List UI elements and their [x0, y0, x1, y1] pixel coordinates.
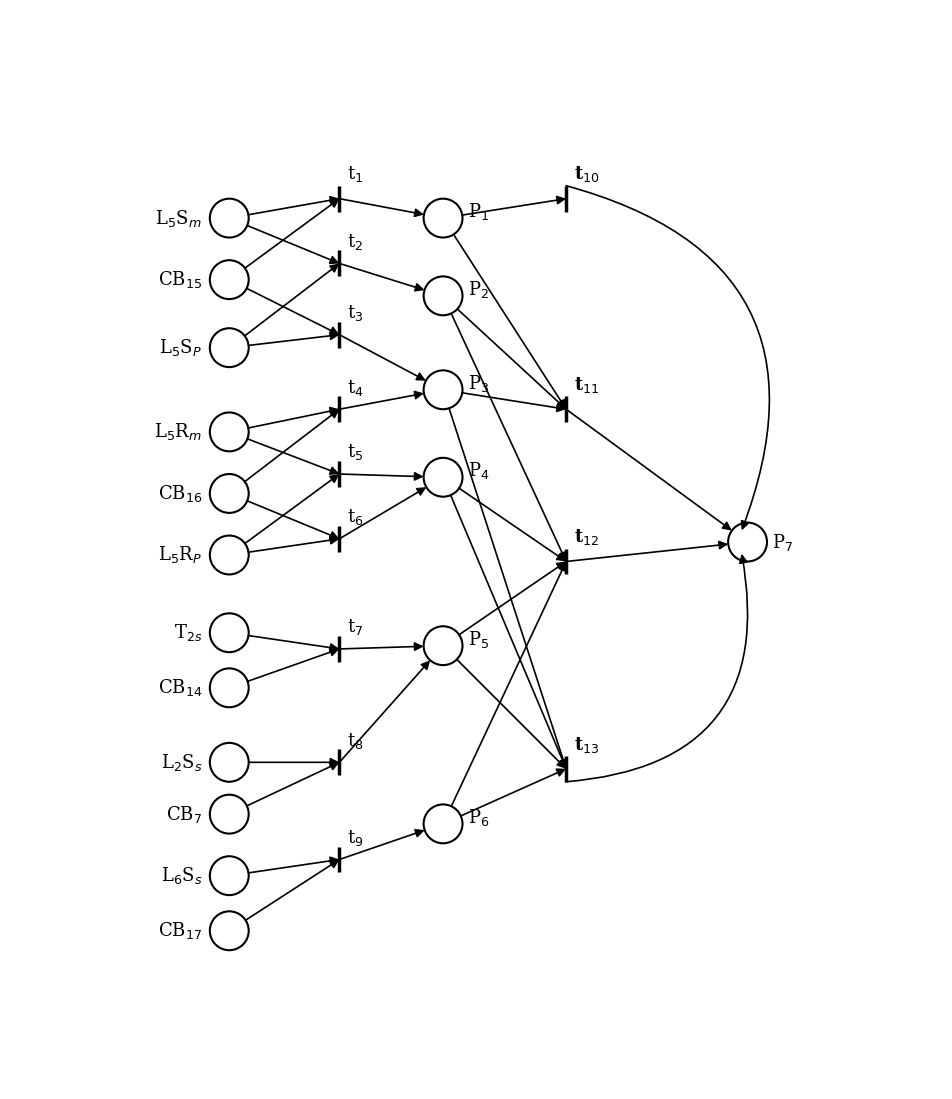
Text: CB$_{17}$: CB$_{17}$ [158, 920, 202, 941]
Text: L$_5$S$_P$: L$_5$S$_P$ [159, 337, 202, 358]
Text: CB$_{16}$: CB$_{16}$ [157, 482, 202, 504]
Text: t$_9$: t$_9$ [347, 828, 364, 847]
Text: P$_6$: P$_6$ [467, 807, 488, 828]
Text: t$_1$: t$_1$ [347, 165, 363, 185]
Text: L$_5$R$_P$: L$_5$R$_P$ [158, 544, 202, 566]
Text: L$_5$R$_m$: L$_5$R$_m$ [154, 421, 202, 443]
Text: L$_5$S$_m$: L$_5$S$_m$ [155, 208, 202, 229]
Text: t$_8$: t$_8$ [347, 731, 364, 751]
Text: P$_5$: P$_5$ [467, 629, 488, 650]
Text: P$_2$: P$_2$ [467, 279, 488, 300]
Text: P$_3$: P$_3$ [467, 373, 488, 393]
Text: P$_1$: P$_1$ [467, 201, 488, 222]
Text: t$_{13}$: t$_{13}$ [573, 734, 599, 755]
Text: t$_7$: t$_7$ [347, 618, 363, 637]
Text: t$_4$: t$_4$ [347, 378, 364, 398]
Text: t$_{10}$: t$_{10}$ [573, 165, 599, 185]
Text: CB$_{15}$: CB$_{15}$ [158, 269, 202, 290]
Text: CB$_{14}$: CB$_{14}$ [157, 677, 202, 698]
Text: t$_6$: t$_6$ [347, 507, 364, 528]
Text: t$_{12}$: t$_{12}$ [573, 528, 599, 547]
Text: t$_3$: t$_3$ [347, 303, 363, 323]
Text: CB$_7$: CB$_7$ [166, 803, 202, 824]
Text: P$_7$: P$_7$ [771, 532, 792, 553]
Text: L$_2$S$_s$: L$_2$S$_s$ [161, 752, 202, 773]
Text: t$_{11}$: t$_{11}$ [573, 375, 599, 395]
Text: L$_6$S$_s$: L$_6$S$_s$ [161, 865, 202, 886]
Text: P$_4$: P$_4$ [467, 460, 488, 481]
Text: T$_{2s}$: T$_{2s}$ [173, 622, 202, 643]
Text: t$_5$: t$_5$ [347, 443, 363, 463]
Text: t$_2$: t$_2$ [347, 232, 363, 252]
